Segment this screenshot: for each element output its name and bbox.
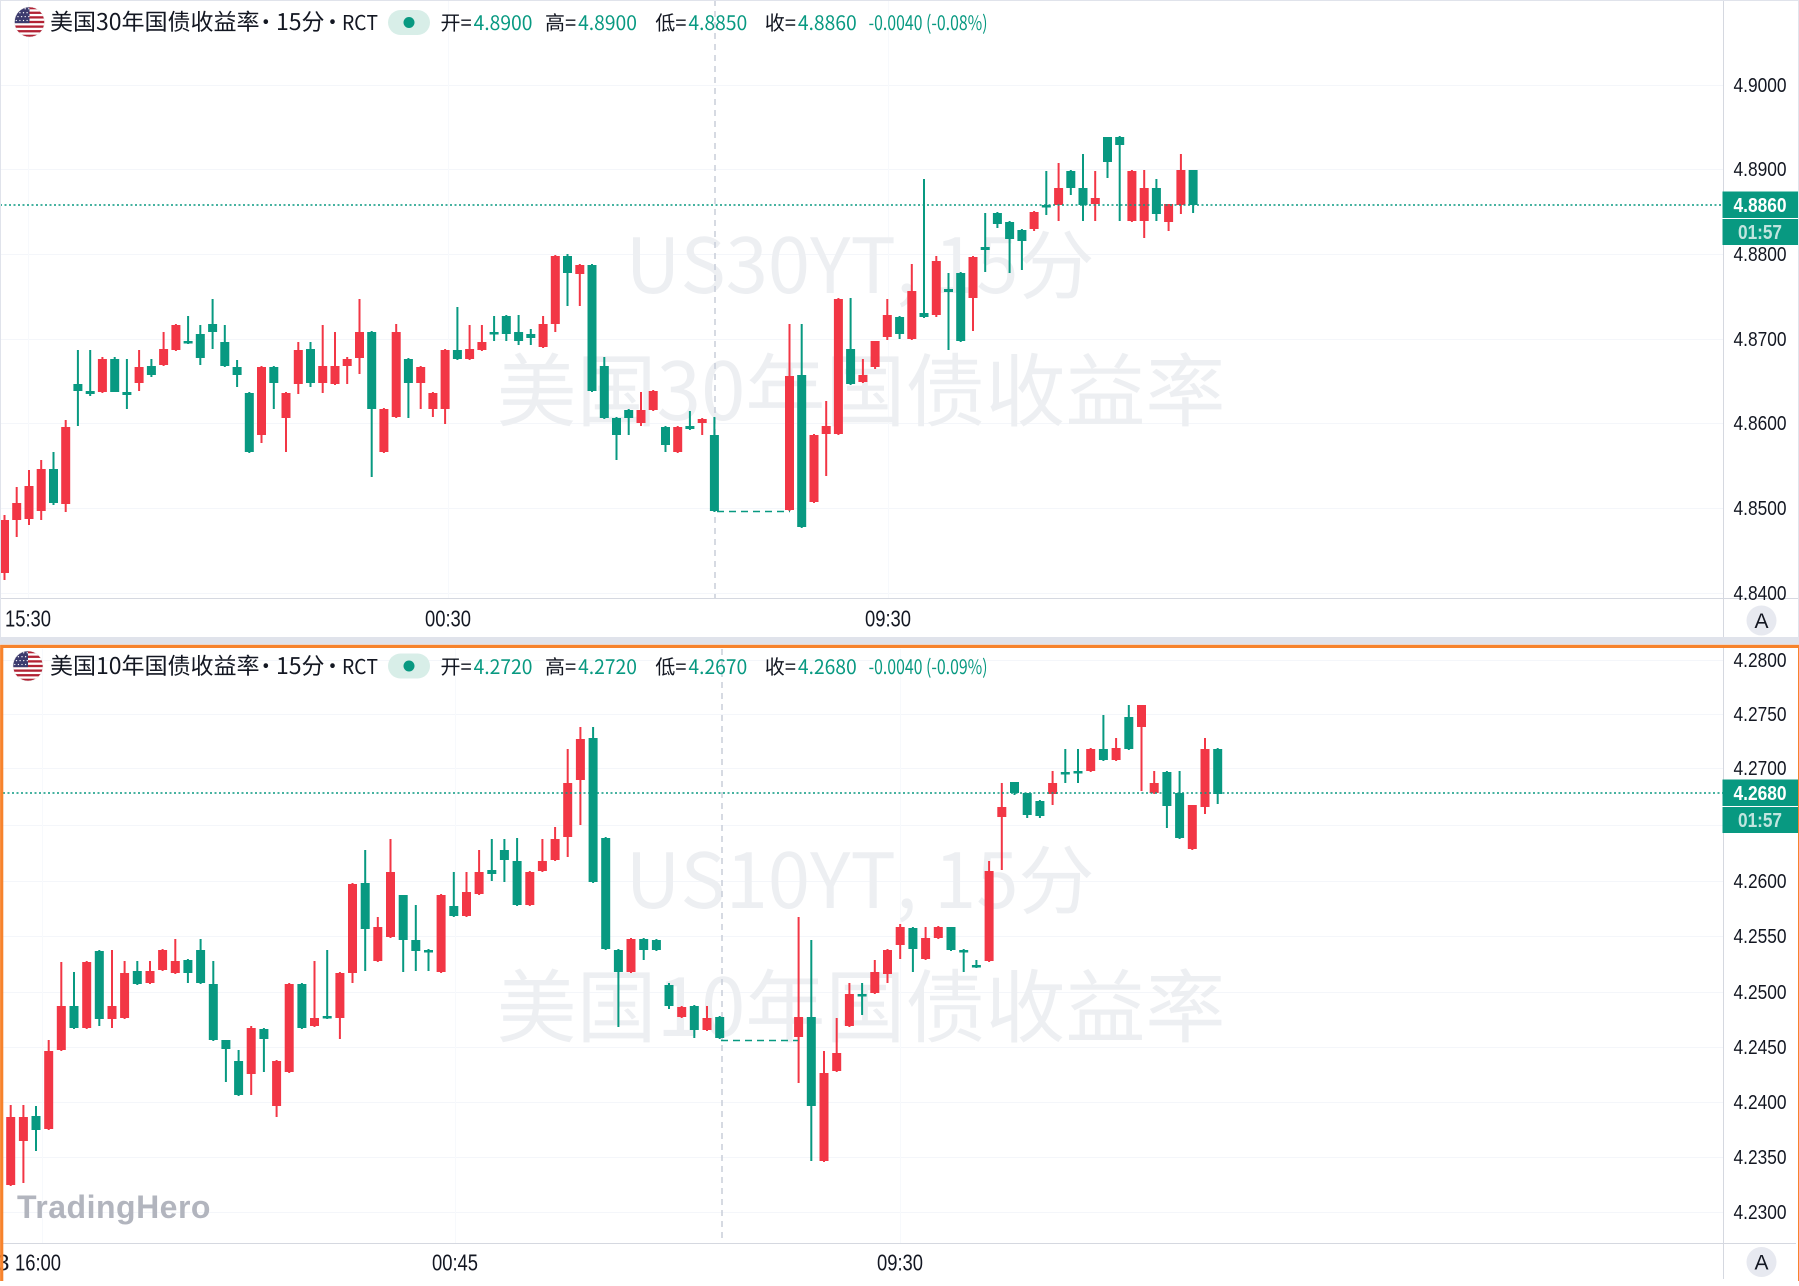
svg-text:4.8500: 4.8500 <box>1734 498 1787 520</box>
svg-text:09:30: 09:30 <box>877 1250 923 1276</box>
svg-text:4.8600: 4.8600 <box>1734 413 1787 435</box>
svg-text:01:57: 01:57 <box>1738 222 1782 244</box>
svg-text:4.8860: 4.8860 <box>1734 195 1787 217</box>
svg-text:A: A <box>1754 610 1768 633</box>
svg-text:4.2500: 4.2500 <box>1734 982 1787 1004</box>
svg-text:4.8800: 4.8800 <box>1734 244 1787 266</box>
svg-text:4.8700: 4.8700 <box>1734 329 1787 351</box>
svg-text:4.2680: 4.2680 <box>1734 783 1787 805</box>
svg-text:00:30: 00:30 <box>425 606 471 632</box>
svg-text:4.2800: 4.2800 <box>1734 650 1787 672</box>
svg-text:4.2600: 4.2600 <box>1734 871 1787 893</box>
svg-text:16:00: 16:00 <box>15 1250 61 1276</box>
svg-text:4.2550: 4.2550 <box>1734 926 1787 948</box>
svg-text:4.9000: 4.9000 <box>1734 75 1787 97</box>
svg-text:4.8900: 4.8900 <box>1734 159 1787 181</box>
svg-text:A: A <box>1754 1252 1768 1275</box>
svg-text:TradingHero: TradingHero <box>17 1189 211 1225</box>
svg-text:15:30: 15:30 <box>5 606 51 632</box>
svg-text:4.2300: 4.2300 <box>1734 1202 1787 1224</box>
svg-text:4.2350: 4.2350 <box>1734 1147 1787 1169</box>
svg-text:01:57: 01:57 <box>1738 810 1782 832</box>
svg-text:4.2750: 4.2750 <box>1734 704 1787 726</box>
svg-text:09:30: 09:30 <box>865 606 911 632</box>
svg-text:00:45: 00:45 <box>432 1250 478 1276</box>
svg-text:4.2700: 4.2700 <box>1734 758 1787 780</box>
svg-text:4.2450: 4.2450 <box>1734 1037 1787 1059</box>
svg-text:4.8400: 4.8400 <box>1734 583 1787 605</box>
svg-text:4.2400: 4.2400 <box>1734 1092 1787 1114</box>
